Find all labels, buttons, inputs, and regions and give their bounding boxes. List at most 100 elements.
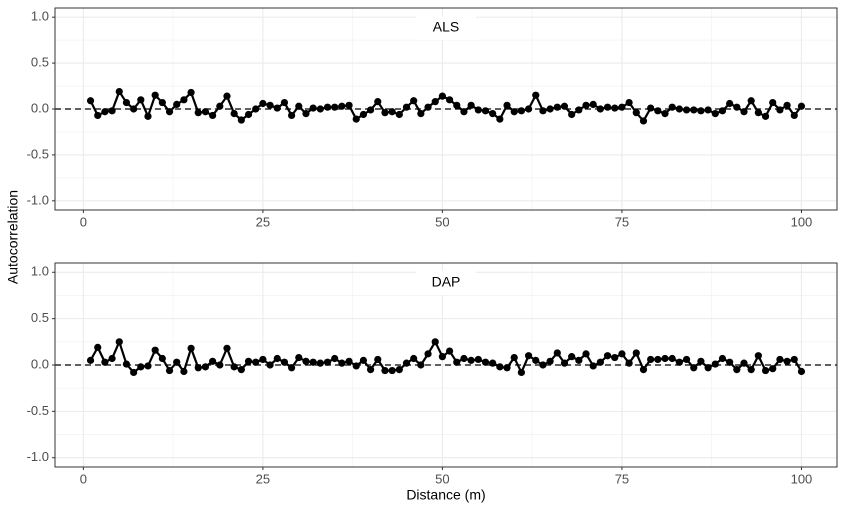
point xyxy=(122,98,131,107)
point xyxy=(417,361,425,369)
point xyxy=(582,350,590,358)
point xyxy=(474,355,482,364)
point xyxy=(503,364,511,372)
point xyxy=(682,106,691,114)
y-tick-label: 0.0 xyxy=(31,100,49,115)
x-tick-label: 100 xyxy=(791,471,813,486)
point xyxy=(697,357,705,365)
point xyxy=(568,353,576,361)
x-axis-title: Distance (m) xyxy=(406,487,485,503)
y-tick-label: 1.0 xyxy=(31,9,49,24)
point xyxy=(740,108,748,116)
point xyxy=(259,99,267,108)
point xyxy=(532,91,540,99)
point xyxy=(302,357,310,365)
point xyxy=(754,352,762,360)
point xyxy=(309,358,317,366)
point xyxy=(711,360,719,368)
point xyxy=(553,103,561,111)
point xyxy=(575,356,583,364)
point xyxy=(596,105,604,113)
point xyxy=(266,101,274,109)
point xyxy=(395,366,403,374)
y-axis-title: Autocorrelation xyxy=(5,190,21,284)
point xyxy=(86,356,95,364)
x-tick-label: 0 xyxy=(80,214,87,229)
point xyxy=(517,107,525,115)
point xyxy=(639,366,648,374)
point xyxy=(603,103,612,111)
point xyxy=(496,363,504,371)
point xyxy=(546,357,554,365)
point xyxy=(374,98,382,106)
point xyxy=(94,111,102,120)
point xyxy=(639,117,648,125)
point xyxy=(661,354,669,363)
plot-border xyxy=(54,262,838,468)
point xyxy=(288,364,296,372)
y-tick-label: -1.0 xyxy=(27,449,49,464)
point xyxy=(776,355,784,364)
point xyxy=(424,103,432,111)
point xyxy=(359,356,368,364)
point xyxy=(144,362,152,370)
point xyxy=(481,358,490,366)
x-tick-label: 25 xyxy=(256,471,270,486)
point xyxy=(532,356,540,364)
x-tick-label: 0 xyxy=(80,471,87,486)
point xyxy=(560,102,569,110)
point xyxy=(180,96,188,104)
point xyxy=(230,109,238,118)
point xyxy=(769,365,777,373)
point xyxy=(769,98,777,107)
point xyxy=(625,98,633,107)
point xyxy=(575,106,583,114)
point xyxy=(510,353,518,362)
point xyxy=(151,346,159,354)
point xyxy=(553,349,561,357)
point xyxy=(101,108,109,116)
point xyxy=(668,354,676,363)
point xyxy=(582,101,590,109)
point xyxy=(165,108,174,116)
point xyxy=(690,106,698,114)
point xyxy=(747,97,755,105)
point xyxy=(144,112,152,120)
point xyxy=(761,366,770,375)
point xyxy=(345,357,353,365)
point xyxy=(201,108,210,116)
point xyxy=(625,359,633,367)
point xyxy=(381,366,389,375)
point xyxy=(417,109,425,118)
point xyxy=(223,344,231,352)
point xyxy=(130,105,138,113)
point xyxy=(101,358,109,366)
point xyxy=(158,98,166,107)
point xyxy=(302,109,310,118)
point xyxy=(173,358,181,366)
point xyxy=(108,354,116,363)
point xyxy=(726,358,734,366)
point xyxy=(438,353,447,361)
point xyxy=(682,355,691,364)
point xyxy=(790,355,798,364)
point xyxy=(661,109,669,118)
point xyxy=(596,358,604,366)
point xyxy=(331,103,339,111)
point xyxy=(244,357,253,365)
point xyxy=(94,343,102,351)
point xyxy=(410,354,418,363)
point xyxy=(130,368,138,377)
point xyxy=(237,366,245,374)
point xyxy=(675,105,683,113)
point xyxy=(252,358,260,366)
point xyxy=(618,103,626,111)
point xyxy=(718,354,727,363)
point xyxy=(252,105,260,113)
panel-title: DAP xyxy=(432,274,461,290)
panel-title: ALS xyxy=(433,19,459,35)
point xyxy=(503,101,511,109)
y-tick-label: -0.5 xyxy=(27,403,49,418)
point xyxy=(460,354,468,363)
